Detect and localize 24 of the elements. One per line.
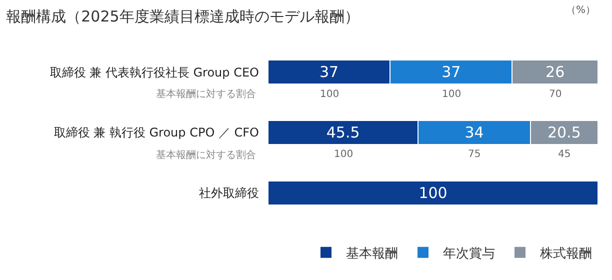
data-label: 37 xyxy=(320,63,339,82)
data-label: 100 xyxy=(418,184,448,202)
legend-label: 基本報酬 xyxy=(346,246,398,262)
annotation: 45 xyxy=(558,149,571,160)
y-tick-label: 取締役 兼 代表執行役社長 Group CEO xyxy=(50,65,259,80)
text: 基本報酬に対する割合 xyxy=(156,88,256,100)
text: （%） xyxy=(566,5,596,16)
annotation: 70 xyxy=(549,89,562,100)
legend-label: 株式報酬 xyxy=(539,246,592,262)
chart-title: 報酬構成（2025年度業績目標達成時のモデル報酬） xyxy=(6,8,360,26)
y-tick-label: 社外取締役 xyxy=(199,186,259,200)
data-label: 45.5 xyxy=(326,124,360,142)
data-label: 34 xyxy=(464,124,484,142)
annotation: 100 xyxy=(334,149,354,160)
text: 基本報酬に対する割合 xyxy=(156,149,256,161)
data-label: 37 xyxy=(442,63,461,82)
annotation: 75 xyxy=(468,149,481,160)
y-tick-label: 取締役 兼 執行役 Group CPO ／ CFO xyxy=(54,126,259,140)
data-label: 20.5 xyxy=(547,124,581,142)
annotation: 100 xyxy=(442,89,462,100)
bar xyxy=(268,180,598,206)
annotation: 100 xyxy=(320,89,340,100)
legend-label: 年次賞与 xyxy=(443,246,495,262)
data-label: 26 xyxy=(546,63,565,82)
